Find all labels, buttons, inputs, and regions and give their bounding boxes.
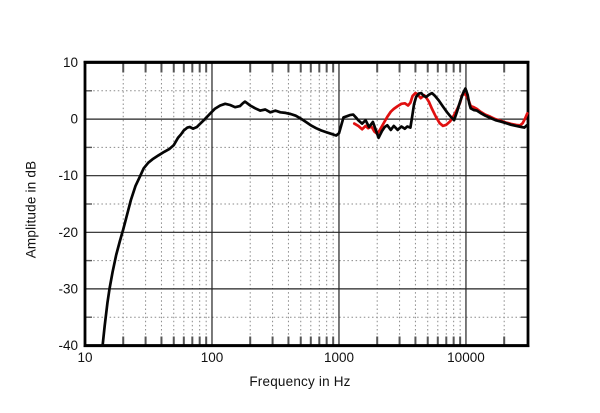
y-tick-label: -30: [58, 281, 78, 296]
major-gridlines: [85, 62, 528, 346]
x-tick-label: 100: [201, 350, 224, 365]
data-series: [101, 87, 529, 347]
x-tick-label: 10: [77, 350, 92, 365]
frame-tick-marks: [86, 63, 527, 345]
y-tick-label: 10: [63, 55, 78, 70]
red-trace: [352, 91, 529, 136]
x-axis-title: Frequency in Hz: [249, 374, 351, 389]
y-tick-label: -10: [58, 168, 78, 183]
y-tick-label: -40: [58, 338, 78, 353]
black-trace: [101, 87, 529, 347]
x-tick-label: 10000: [447, 350, 485, 365]
x-tick-label: 1000: [324, 350, 354, 365]
minor-gridlines: [85, 62, 528, 346]
y-tick-label: 0: [70, 112, 78, 127]
y-tick-label: -20: [58, 225, 78, 240]
y-axis-title: Amplitude in dB: [23, 160, 39, 259]
